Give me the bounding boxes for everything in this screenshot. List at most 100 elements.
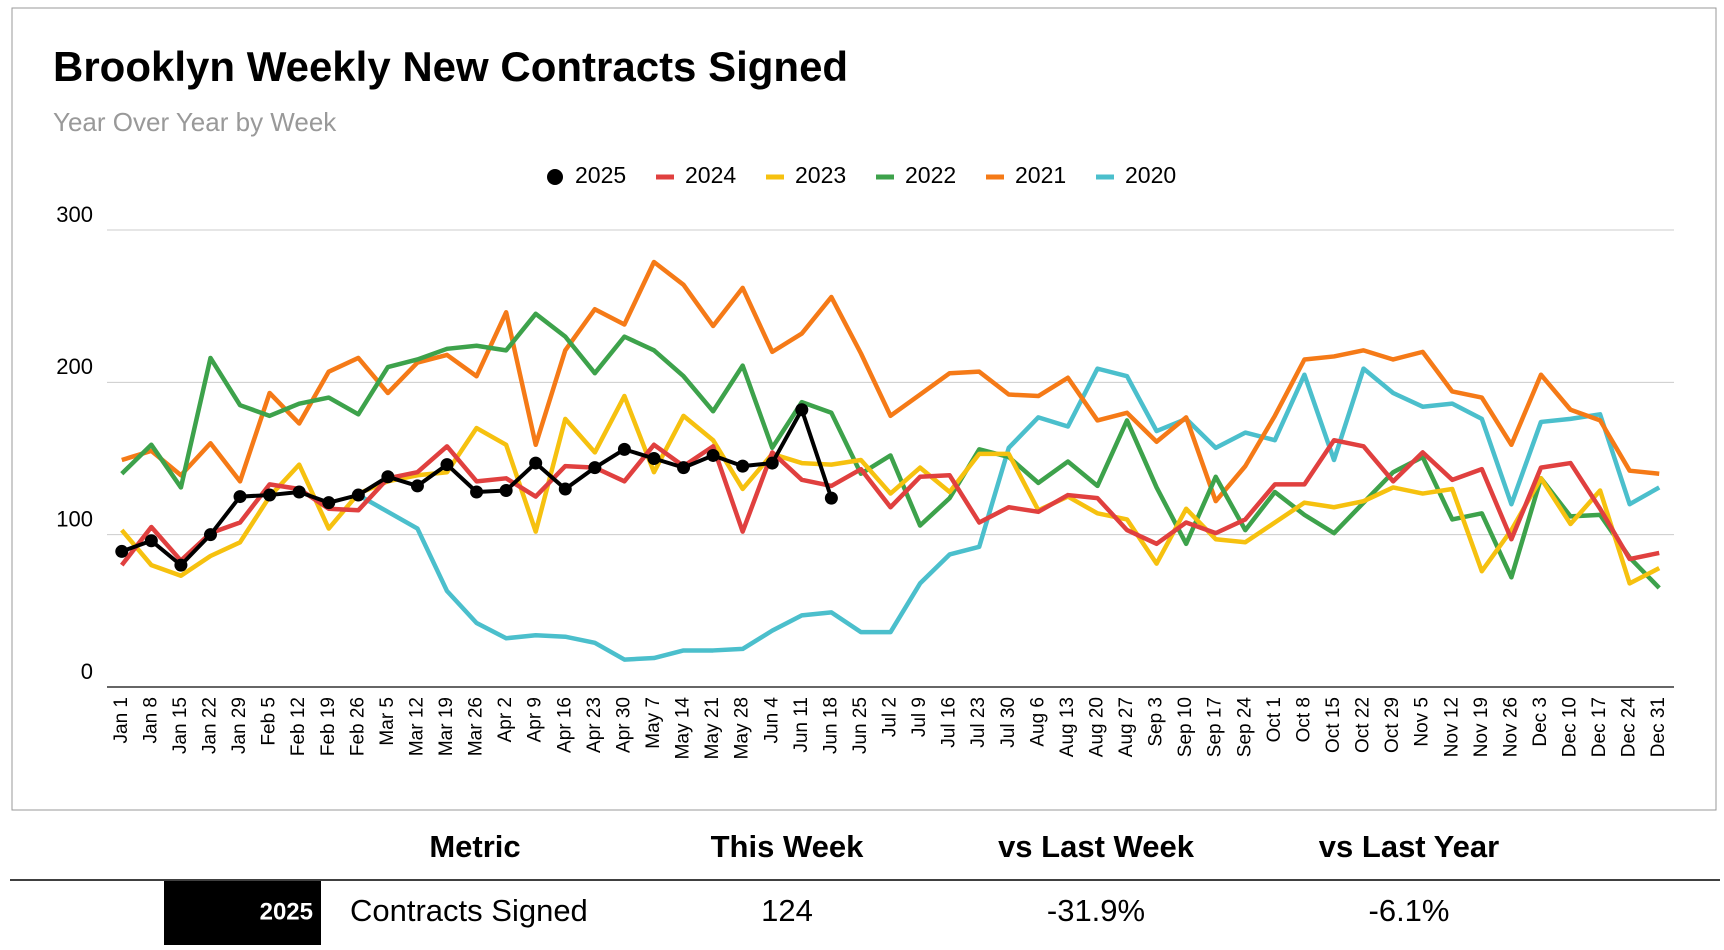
x-tick-label: May 21 (702, 697, 723, 759)
table-header: Metric (429, 829, 520, 864)
x-tick-label: Sep 17 (1205, 697, 1226, 757)
data-point (115, 544, 129, 558)
y-tick-label: 100 (56, 506, 93, 531)
x-tick-label: Jul 9 (909, 697, 930, 737)
legend-label: 2021 (1015, 162, 1066, 188)
x-tick-label: Mar 26 (466, 697, 487, 756)
x-tick-label: Jul 30 (998, 697, 1019, 748)
x-tick-label: Jan 29 (229, 697, 250, 754)
x-tick-label: Mar 5 (377, 697, 398, 746)
x-tick-label: Jan 22 (199, 697, 220, 754)
x-tick-label: Dec 3 (1530, 697, 1551, 747)
table-header: This Week (711, 829, 865, 864)
legend-label: 2024 (685, 162, 736, 188)
x-tick-label: Jun 25 (850, 697, 871, 754)
table-header: vs Last Week (998, 829, 1195, 864)
series-line (120, 311, 1661, 590)
data-point (203, 528, 217, 542)
chart-frame (11, 7, 1717, 811)
x-tick-label: Sep 24 (1234, 697, 1255, 758)
x-tick-label: Mar 19 (436, 697, 457, 756)
x-tick-label: Nov 12 (1441, 697, 1462, 757)
x-tick-label: Jul 16 (939, 697, 960, 748)
x-tick-label: May 14 (673, 697, 694, 760)
year-cell (164, 881, 321, 945)
chart-subtitle: Year Over Year by Week (53, 107, 337, 137)
legend-marker (547, 169, 563, 185)
y-tick-label: 300 (56, 202, 93, 227)
data-point (647, 452, 661, 465)
data-point (588, 461, 602, 475)
x-tick-label: Apr 2 (495, 697, 516, 742)
data-point (410, 479, 424, 493)
data-point (470, 485, 484, 499)
data-point (351, 488, 365, 502)
table-cell: 124 (761, 893, 813, 928)
x-tick-label: Apr 30 (613, 697, 634, 753)
data-point (174, 558, 188, 572)
x-tick-label: Oct 22 (1353, 697, 1374, 753)
series-line (120, 393, 1661, 586)
x-tick-label: Nov 26 (1500, 697, 1521, 757)
data-point (824, 491, 838, 505)
year-label: 2025 (260, 898, 313, 925)
x-tick-label: Aug 27 (1116, 697, 1137, 757)
x-tick-label: Nov 19 (1471, 697, 1492, 757)
x-tick-label: Mar 12 (406, 697, 427, 756)
legend-label: 2020 (1125, 162, 1176, 188)
x-tick-label: Aug 13 (1057, 697, 1078, 757)
data-point (736, 459, 750, 473)
data-point (558, 482, 572, 496)
table-header: vs Last Year (1319, 829, 1499, 864)
series-line (357, 366, 1661, 662)
x-tick-label: Feb 26 (347, 697, 368, 756)
data-point (144, 534, 158, 548)
data-point (499, 483, 513, 497)
x-tick-label: Nov 5 (1412, 697, 1433, 747)
data-point (381, 470, 395, 484)
x-tick-label: Dec 17 (1589, 697, 1610, 757)
x-tick-label: Jun 18 (820, 697, 841, 754)
x-tick-label: Jan 8 (140, 697, 161, 743)
y-tick-label: 200 (56, 354, 93, 379)
x-tick-label: Jun 4 (761, 697, 782, 744)
x-tick-label: Oct 1 (1264, 697, 1285, 742)
data-point (706, 448, 720, 462)
x-tick-label: Oct 15 (1323, 697, 1344, 753)
data-point (617, 442, 631, 456)
data-point (233, 490, 247, 504)
x-tick-label: May 28 (732, 697, 753, 759)
x-tick-label: Jul 23 (968, 697, 989, 748)
data-point (795, 403, 809, 417)
x-tick-label: Apr 23 (584, 697, 605, 753)
y-tick-label: 0 (81, 659, 93, 684)
x-tick-label: Feb 5 (259, 697, 280, 746)
x-tick-label: May 7 (643, 697, 664, 749)
metric-name: Contracts Signed (350, 893, 588, 928)
data-point (529, 456, 543, 470)
x-tick-label: Sep 3 (1146, 697, 1167, 747)
data-point (322, 496, 336, 510)
x-tick-label: Jun 11 (791, 697, 812, 753)
data-point (292, 485, 306, 499)
data-point (263, 488, 277, 502)
x-tick-label: Dec 31 (1648, 697, 1669, 757)
data-point (677, 461, 691, 475)
legend-label: 2023 (795, 162, 846, 188)
table-cell: -31.9% (1047, 893, 1145, 928)
legend-label: 2025 (575, 162, 626, 188)
x-tick-label: Dec 24 (1619, 697, 1640, 758)
x-tick-label: Dec 10 (1560, 697, 1581, 757)
series-line (120, 437, 1660, 567)
data-point (765, 456, 779, 470)
x-tick-label: Jan 1 (111, 697, 132, 743)
data-point (440, 458, 454, 472)
x-tick-label: Aug 6 (1027, 697, 1048, 747)
chart-title: Brooklyn Weekly New Contracts Signed (53, 43, 848, 90)
x-tick-label: Jul 2 (880, 697, 901, 737)
x-tick-label: Jan 15 (170, 697, 191, 754)
x-tick-label: Feb 12 (288, 697, 309, 756)
x-tick-label: Oct 8 (1293, 697, 1314, 742)
x-tick-label: Aug 20 (1086, 697, 1107, 757)
